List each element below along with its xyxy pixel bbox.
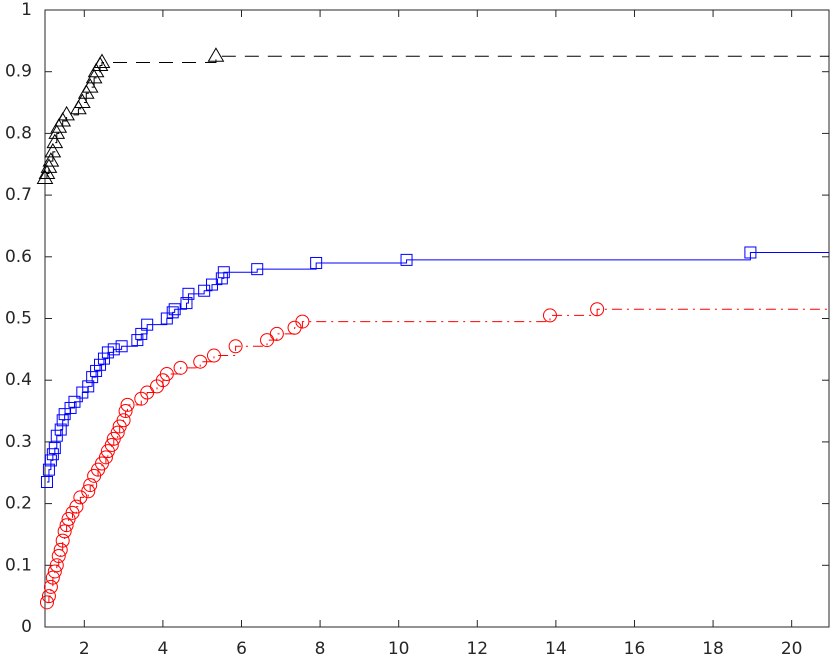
marker [251, 263, 264, 276]
marker [198, 284, 211, 297]
marker [58, 105, 75, 121]
marker [54, 423, 67, 436]
marker [59, 518, 74, 533]
marker [168, 303, 181, 316]
step-line [46, 251, 829, 483]
marker [90, 364, 103, 377]
marker [55, 533, 70, 548]
marker [217, 266, 230, 279]
marker [166, 306, 179, 319]
y-tick-label: 0 [21, 617, 32, 637]
marker [57, 524, 72, 539]
y-tick-label: 0.2 [5, 494, 32, 514]
marker [40, 476, 53, 489]
marker [81, 484, 96, 499]
marker [46, 133, 64, 149]
marker [56, 414, 69, 427]
y-tick-label: 0.8 [5, 123, 32, 143]
marker [207, 47, 225, 62]
marker [93, 53, 111, 68]
marker [269, 326, 284, 341]
marker [81, 78, 99, 93]
marker [206, 278, 219, 291]
marker [193, 354, 208, 369]
marker [98, 450, 113, 465]
marker [295, 314, 310, 329]
x-tick-label: 14 [545, 639, 567, 659]
marker [182, 287, 195, 300]
axes-box [44, 9, 830, 628]
marker [180, 297, 193, 310]
y-tick-label: 0.1 [5, 555, 32, 575]
marker [97, 352, 110, 365]
marker [260, 333, 275, 348]
marker [46, 448, 59, 461]
y-tick-label: 0.3 [5, 432, 32, 452]
marker [744, 246, 757, 259]
marker [39, 595, 54, 610]
marker [41, 589, 56, 604]
marker [45, 570, 60, 585]
marker [86, 371, 99, 384]
y-tick-label: 0.5 [5, 309, 32, 329]
marker [43, 579, 58, 594]
marker [215, 272, 228, 285]
marker [107, 343, 120, 356]
marker [310, 256, 323, 269]
marker [118, 404, 133, 419]
x-tick-label: 2 [79, 639, 90, 659]
marker [50, 429, 63, 442]
marker [542, 308, 557, 323]
x-tick-label: 4 [157, 639, 168, 659]
marker [159, 367, 174, 382]
marker [73, 93, 91, 109]
y-tick-label: 0.6 [5, 247, 32, 267]
marker [64, 401, 77, 414]
x-tick-label: 18 [702, 639, 724, 659]
marker [400, 253, 413, 266]
marker [44, 142, 62, 158]
marker [140, 385, 155, 400]
marker [69, 499, 84, 514]
x-tick-label: 6 [236, 639, 247, 659]
marker [590, 302, 605, 317]
marker [110, 425, 125, 440]
marker [228, 339, 243, 354]
marker [115, 340, 128, 353]
y-tick-label: 1 [21, 0, 32, 20]
marker [104, 437, 119, 452]
marker [42, 463, 55, 476]
marker [68, 395, 81, 408]
marker [120, 397, 135, 412]
marker [116, 413, 131, 428]
x-tick-label: 8 [315, 639, 326, 659]
marker [94, 358, 107, 371]
step-line [46, 308, 829, 603]
marker [42, 152, 60, 167]
marker [51, 549, 66, 564]
x-tick-label: 12 [466, 639, 488, 659]
marker [173, 360, 188, 375]
x-tick-label: 10 [388, 639, 410, 659]
x-tick-label: 20 [781, 639, 803, 659]
marker [82, 380, 95, 393]
marker [48, 442, 61, 455]
marker [53, 542, 68, 557]
marker [83, 478, 98, 493]
marker [206, 348, 221, 363]
marker [49, 558, 64, 573]
x-tick-label: 16 [624, 639, 646, 659]
marker [131, 334, 144, 347]
marker [44, 454, 57, 467]
y-tick-label: 0.7 [5, 185, 32, 205]
step-line [45, 55, 829, 179]
y-tick-label: 0.9 [5, 62, 32, 82]
marker [36, 169, 54, 184]
marker [47, 564, 62, 579]
y-tick-label: 0.4 [5, 370, 32, 390]
marker [141, 318, 154, 331]
